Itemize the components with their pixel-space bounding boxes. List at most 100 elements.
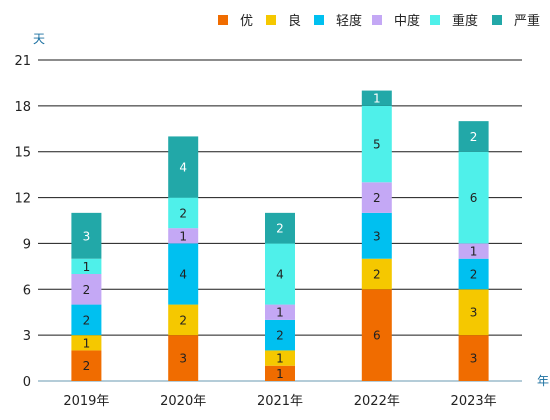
- x-tick-label: 2023年: [451, 394, 497, 409]
- data-label: 1: [373, 92, 381, 106]
- data-label: 1: [83, 336, 91, 350]
- bar-segment: [361, 258, 392, 290]
- data-label: 1: [276, 352, 284, 366]
- legend-swatch: [492, 15, 502, 25]
- bar-segment: [458, 258, 489, 290]
- bar-stack: 2 1 2 2 1 3: [71, 212, 102, 381]
- data-label: 2: [179, 313, 187, 327]
- y-tick-label: 21: [14, 54, 31, 69]
- legend-swatch: [218, 15, 228, 25]
- bar-segment: [458, 243, 489, 259]
- y-tick-label: 0: [23, 375, 31, 390]
- legend-item: 严重: [492, 13, 540, 29]
- bar-stack: 3 2 4 1 2 4: [168, 136, 199, 381]
- bar-segment: [71, 212, 102, 259]
- bar-segment: [71, 274, 102, 305]
- x-tick-label: 2020年: [160, 394, 206, 409]
- legend-swatch: [430, 15, 440, 25]
- bar-segment: [361, 90, 392, 106]
- bar-segment: [361, 289, 392, 381]
- data-label: 4: [276, 268, 284, 282]
- data-label: 1: [276, 367, 284, 381]
- legend-label: 严重: [514, 13, 540, 29]
- bar-segment: [168, 304, 199, 336]
- legend-label: 轻度: [336, 13, 362, 29]
- y-tick-label: 15: [14, 146, 31, 161]
- data-label: 2: [179, 206, 187, 220]
- legend-swatch: [372, 15, 382, 25]
- bar-segment: [168, 335, 199, 381]
- data-label: 1: [276, 306, 284, 320]
- bar-segment: [361, 182, 392, 213]
- bar-segment: [265, 365, 295, 381]
- data-label: 6: [470, 191, 478, 205]
- bar-segment: [265, 350, 295, 366]
- y-axis-label: 天: [33, 32, 45, 46]
- data-label: 6: [373, 329, 381, 343]
- x-axis-label: 年: [537, 374, 549, 388]
- data-label: 2: [470, 130, 478, 144]
- legend-label: 良: [288, 13, 301, 29]
- bar-segment: [458, 289, 489, 336]
- bar-segment: [265, 212, 295, 244]
- chart-legend: 优 良 轻度 中度 重度 严重: [218, 13, 540, 29]
- data-label: 3: [470, 352, 478, 366]
- bar-segment: [361, 105, 392, 183]
- y-tick-label: 12: [14, 192, 31, 207]
- y-tick-label: 3: [23, 329, 31, 344]
- data-label: 4: [179, 268, 187, 282]
- bar-segment: [458, 121, 489, 152]
- legend-item: 重度: [430, 13, 478, 29]
- data-label: 2: [373, 268, 381, 282]
- bar-segment: [71, 258, 102, 274]
- y-tick-label: 9: [23, 237, 31, 252]
- legend-item: 优: [218, 14, 253, 29]
- data-label: 2: [373, 191, 381, 205]
- data-label: 3: [470, 306, 478, 320]
- legend-swatch: [266, 15, 276, 25]
- bar-stack: 3 3 2 1 6 2: [458, 121, 489, 381]
- bar-segment: [458, 151, 489, 244]
- legend-item: 中度: [372, 13, 420, 29]
- bar-segment: [265, 243, 295, 305]
- legend-label: 中度: [394, 13, 420, 29]
- x-tick-label: 2021年: [257, 394, 303, 409]
- data-label: 3: [179, 352, 187, 366]
- data-label: 2: [276, 329, 284, 343]
- legend-label: 重度: [452, 13, 478, 29]
- data-label: 2: [83, 283, 91, 297]
- data-label: 2: [470, 268, 478, 282]
- y-axis-ticks: 0 3 6 9 12 15 18 21: [14, 54, 31, 390]
- bar-segment: [265, 319, 295, 351]
- bar-segment: [458, 335, 489, 381]
- legend-item: 良: [266, 13, 301, 29]
- bar-stack: 6 2 3 2 5 1: [361, 90, 392, 381]
- x-tick-label: 2019年: [63, 394, 109, 409]
- y-tick-label: 18: [14, 100, 31, 115]
- legend-item: 轻度: [314, 13, 362, 29]
- data-label: 1: [470, 245, 478, 259]
- data-label: 4: [179, 161, 187, 175]
- bar-segment: [168, 243, 199, 305]
- y-tick-label: 6: [23, 283, 31, 298]
- x-tick-label: 2022年: [354, 394, 400, 409]
- bar-segment: [71, 335, 102, 351]
- bar-segment: [168, 197, 199, 229]
- data-label: 3: [373, 229, 381, 243]
- data-label: 3: [83, 229, 91, 243]
- bar-segment: [265, 304, 295, 320]
- data-label: 1: [179, 229, 187, 243]
- x-axis-ticks: 2019年 2020年 2021年 2022年 2023年: [63, 394, 496, 409]
- bar-segment: [168, 228, 199, 244]
- legend-swatch: [314, 15, 324, 25]
- bar-segment: [71, 350, 102, 381]
- bar-segment: [71, 304, 102, 336]
- data-label: 5: [373, 138, 381, 152]
- data-label: 2: [276, 222, 284, 236]
- data-label: 2: [83, 359, 91, 373]
- bar-segment: [361, 212, 392, 259]
- legend-label: 优: [240, 14, 253, 29]
